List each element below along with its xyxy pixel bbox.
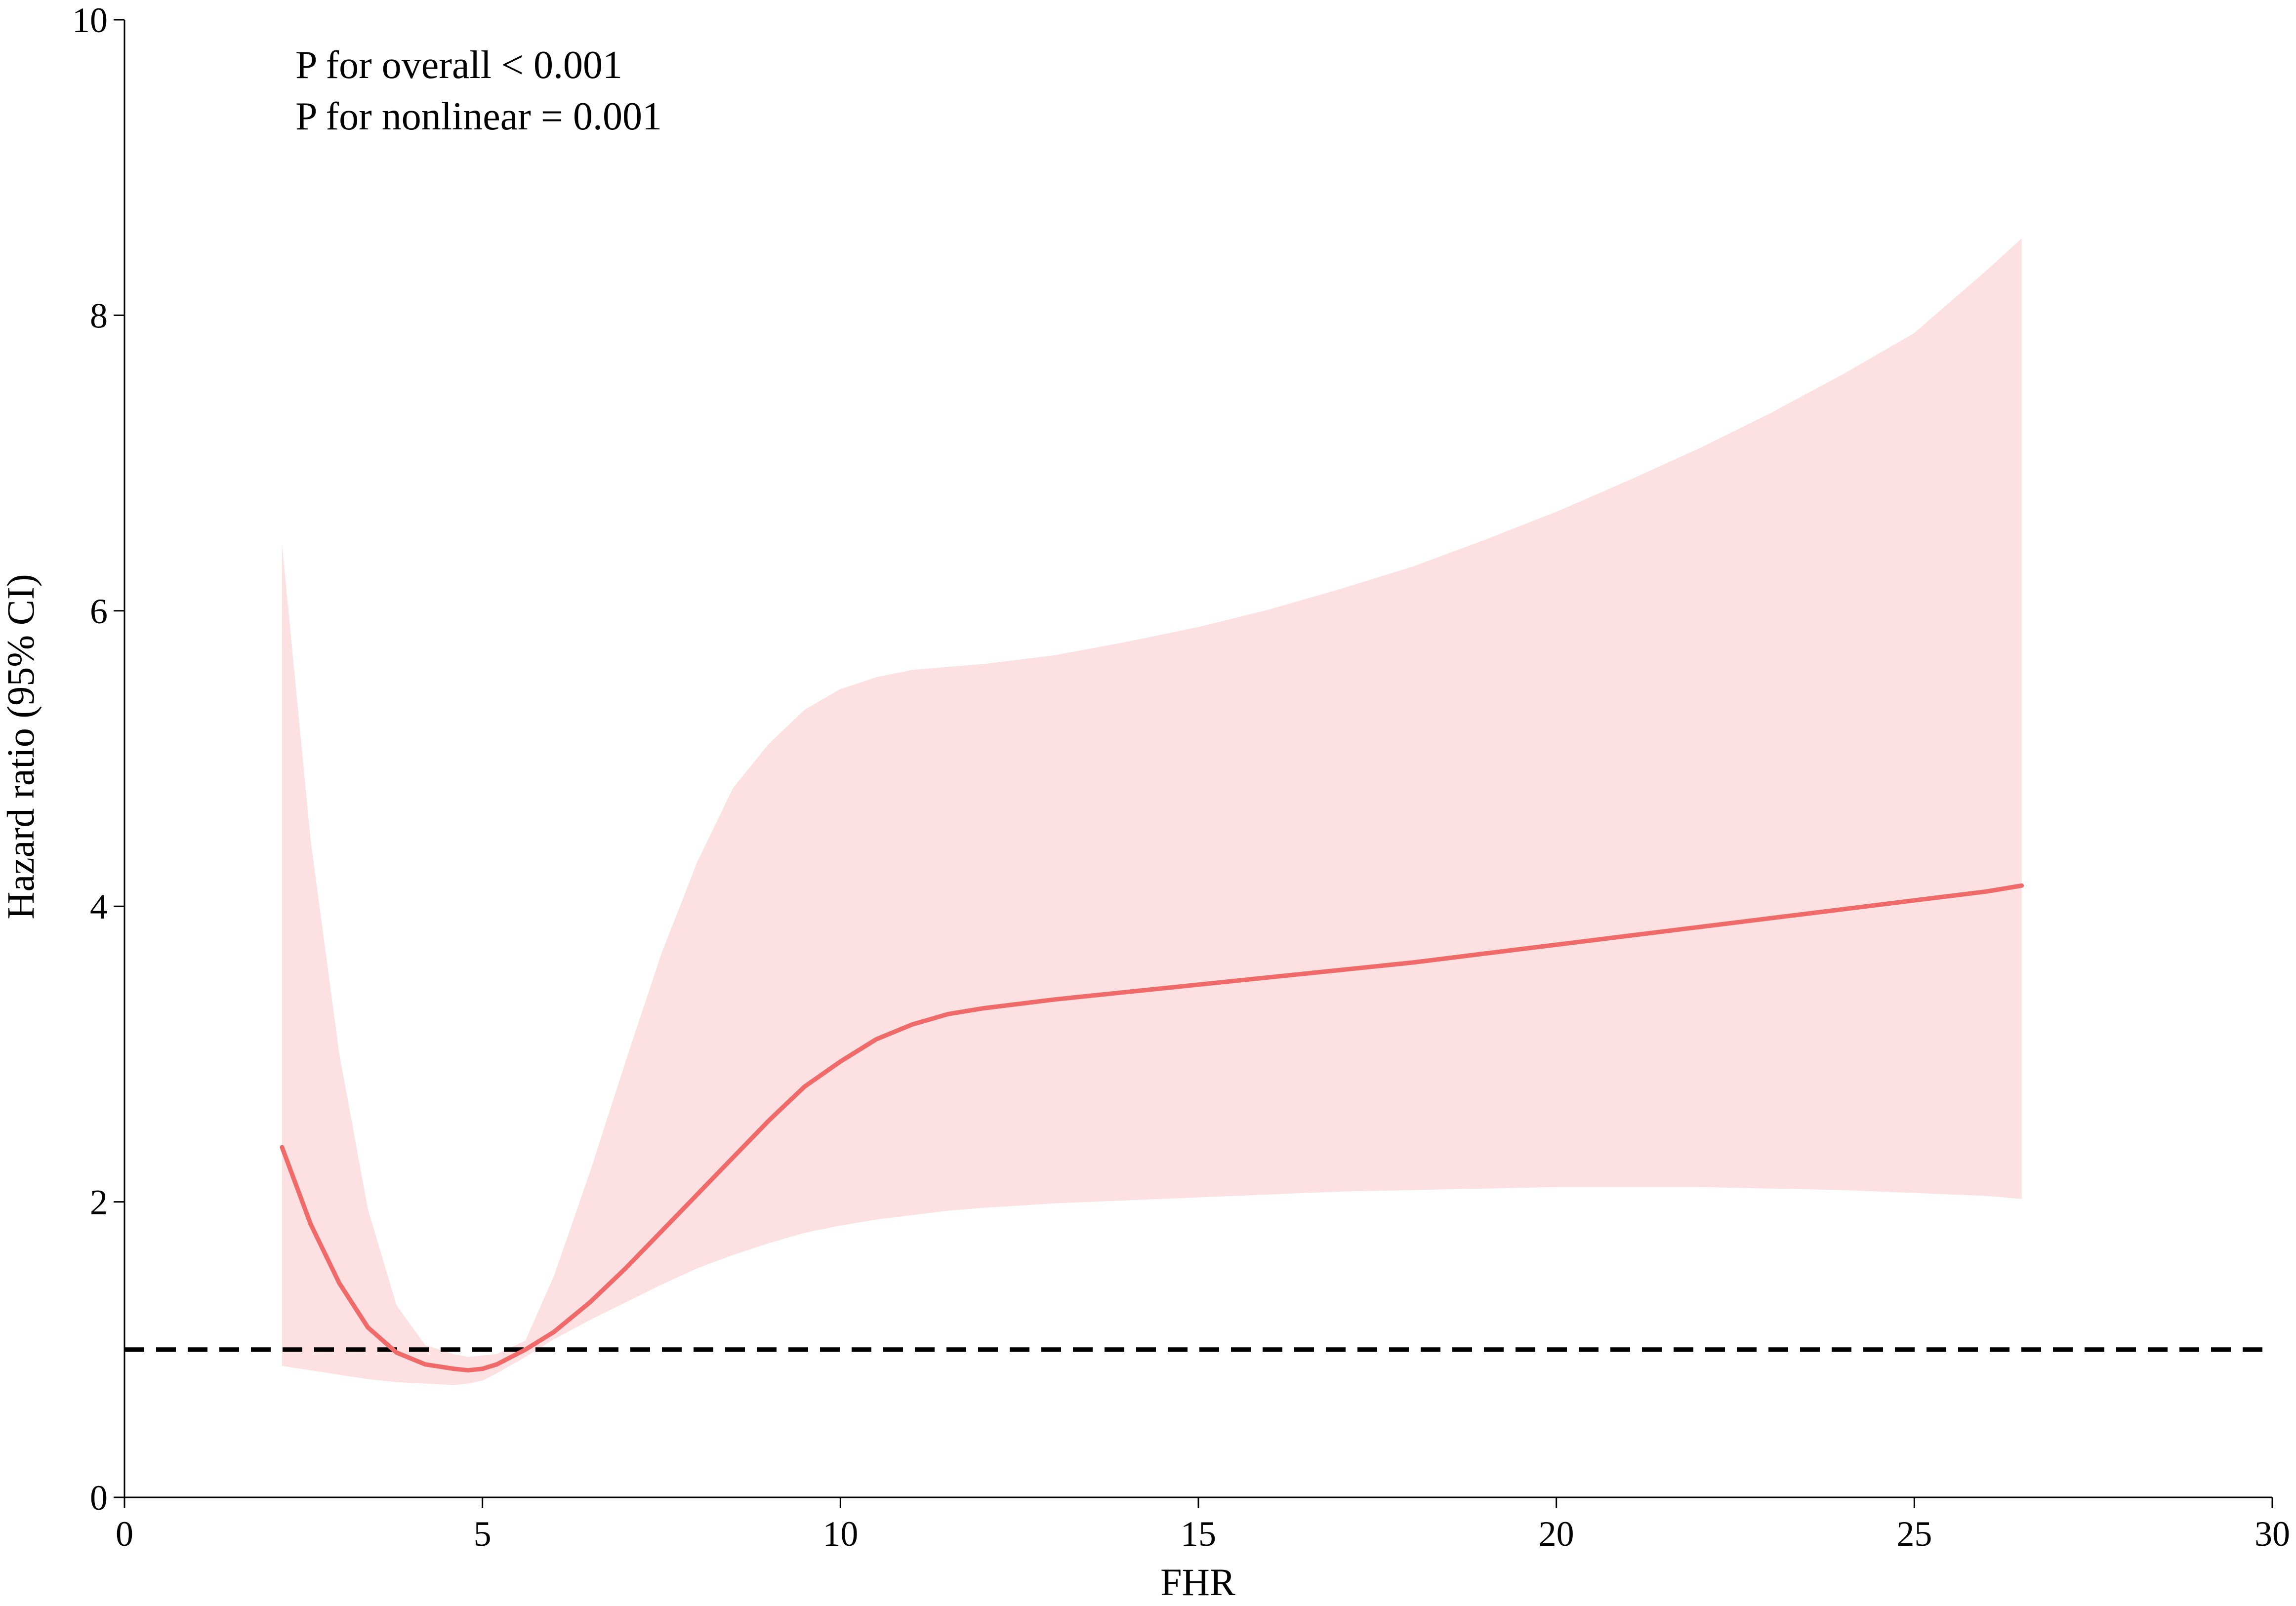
x-tick-label: 15 (1181, 1514, 1216, 1554)
y-axis-title: Hazard ratio (95% CI) (0, 574, 42, 920)
x-tick-label: 25 (1896, 1514, 1932, 1554)
x-tick-label: 10 (822, 1514, 858, 1554)
y-tick-label: 10 (72, 0, 108, 40)
x-tick-label: 30 (2255, 1514, 2290, 1554)
y-tick-label: 8 (90, 296, 108, 335)
x-tick-label: 0 (116, 1514, 133, 1554)
x-tick-label: 20 (1539, 1514, 1574, 1554)
plot-area (124, 238, 2272, 1385)
p-nonlinear-annotation: P for nonlinear = 0.001 (295, 95, 662, 138)
y-tick-label: 0 (90, 1478, 108, 1518)
hazard-ratio-line (280, 883, 2024, 1373)
confidence-band (282, 238, 2022, 1385)
y-tick-label: 6 (90, 592, 108, 631)
y-tick-label: 4 (90, 887, 108, 926)
x-tick-label: 5 (474, 1514, 492, 1554)
p-overall-annotation: P for overall < 0.001 (295, 43, 622, 87)
y-tick-label: 2 (90, 1183, 108, 1222)
axes: 0 5 10 15 20 25 30 0 2 4 6 8 10 (72, 0, 2290, 1554)
x-axis-title: FHR (1160, 1561, 1235, 1604)
